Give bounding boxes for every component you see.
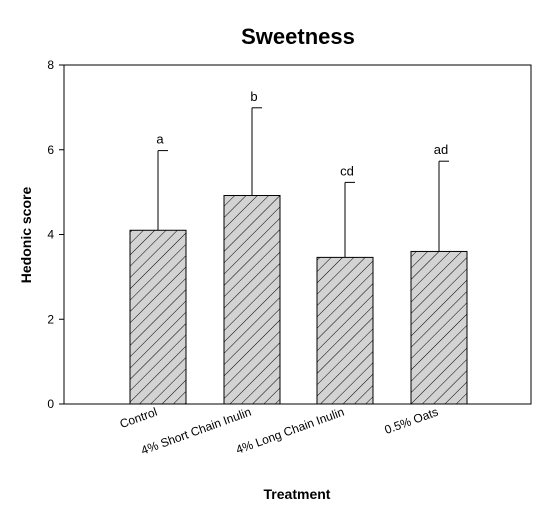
- error-bars: [157, 107, 449, 258]
- y-axis-label: Hedonic score: [18, 187, 34, 284]
- significance-label: ad: [434, 142, 448, 157]
- bar: [410, 250, 468, 405]
- y-axis: 0 2 4 6 8: [47, 58, 64, 411]
- bar: [316, 256, 374, 405]
- y-tick-label: 0: [47, 397, 54, 411]
- chart-title: Sweetness: [241, 24, 355, 49]
- y-tick-label: 6: [47, 143, 54, 157]
- y-tick-label: 4: [47, 228, 54, 242]
- significance-label: b: [250, 89, 257, 104]
- x-axis-label: Treatment: [264, 486, 331, 502]
- y-tick-label: 8: [47, 58, 54, 72]
- bar: [223, 195, 281, 405]
- x-tick-label: 0.5% Oats: [383, 405, 440, 437]
- significance-labels: a b cd ad: [156, 89, 448, 179]
- y-tick-label: 2: [47, 312, 54, 326]
- x-tick-label: Control: [118, 405, 159, 431]
- bar-series: [129, 195, 468, 405]
- significance-label: a: [156, 132, 164, 147]
- bar: [129, 229, 187, 405]
- significance-label: cd: [340, 163, 354, 178]
